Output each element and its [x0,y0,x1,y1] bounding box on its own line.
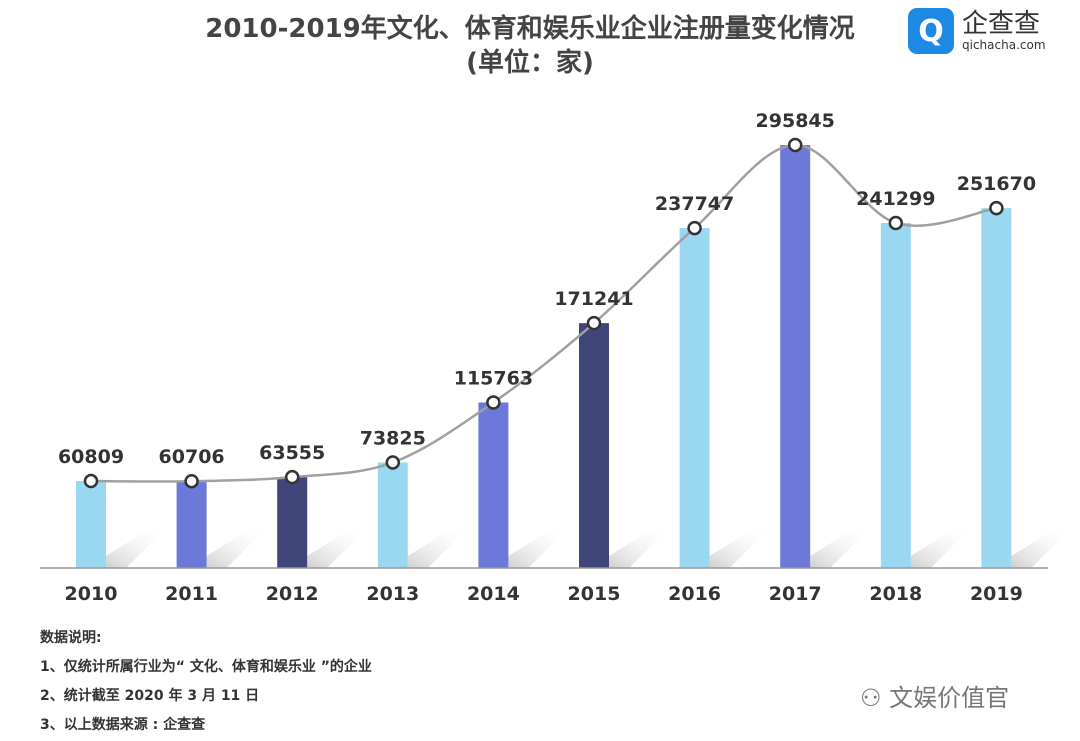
data-point-2019 [989,200,1004,216]
x-tick-label-2015: 2015 [568,583,621,605]
qichacha-logo: Q 企查查 qichacha.com [908,8,1046,54]
bar-shadow [810,528,871,568]
subtitle-text: (单位：家) [466,48,594,78]
data-point-2014 [486,395,501,410]
bar-shadow [709,528,770,568]
note-heading: 数据说明: [40,630,102,646]
chart-title: 2010-2019年文化、体育和娱乐业企业注册量变化情况 (单位：家) [140,12,920,80]
x-tick-label-2018: 2018 [869,583,922,605]
bar-shadow [206,528,267,568]
watermark-text: 文娱价值官 [889,684,1010,712]
bar-2013 [377,462,408,568]
bar-2011 [176,481,207,568]
note-1: 1、仅统计所属行业为“ 文化、体育和娱乐业 ”的企业 [40,659,372,675]
x-tick-label-2016: 2016 [668,583,721,605]
data-label-2017: 295845 [756,110,835,132]
bar-line-chart: 60809 2010 60706 2011 63555 2012 73825 2013 1157… [40,110,1072,605]
data-point-2018 [888,215,904,231]
data-label-2015: 171241 [554,288,633,310]
x-tick-label-2019: 2019 [970,583,1023,605]
bar-2017 [780,145,811,568]
bar-2018 [880,222,911,568]
bar-shadow [508,528,569,568]
logo-name: 企查查 [962,9,1041,39]
data-point-2015 [586,315,602,331]
x-tick-label-2013: 2013 [366,583,419,605]
bar-shadow [910,528,971,568]
note-3: 3、以上数据来源 : 企查查 [40,717,206,733]
data-point-2011 [184,473,199,489]
data-label-2019: 251670 [957,173,1036,195]
watermark: ⚇ 文娱价值官 [860,684,1010,712]
bar-2010 [76,481,106,568]
data-label-2014: 115763 [454,367,533,389]
x-tick-label-2011: 2011 [165,583,218,605]
data-point-2016 [687,220,702,236]
qichacha-logo-icon: Q [908,8,954,54]
title-text: 2010-2019年文化、体育和娱乐业企业注册量变化情况 [205,14,855,44]
note-2: 2、统计截至 2020 年 3 月 11 日 [40,688,260,704]
data-label-2010: 60809 [58,446,124,468]
data-label-2016: 237747 [655,193,734,215]
data-point-2013 [385,455,401,470]
x-tick-label-2017: 2017 [769,583,822,605]
bar-shadow [1011,528,1072,568]
bar-2015 [579,323,609,568]
data-point-2012 [284,469,300,485]
data-notes: 数据说明: 1、仅统计所属行业为“ 文化、体育和娱乐业 ”的企业 2、统计截至 … [40,624,372,740]
bar-shadow [307,528,368,568]
trend-line [90,143,997,483]
bar-2016 [679,228,710,569]
bar-2019 [981,208,1012,568]
bar-shadow [106,528,166,568]
data-label-2012: 63555 [259,442,325,464]
bar-shadow [609,528,669,568]
data-label-2013: 73825 [360,427,426,449]
data-label-2018: 241299 [856,188,935,210]
data-point-2017 [787,137,803,153]
data-point-2010 [83,473,99,489]
x-tick-label-2010: 2010 [65,583,118,605]
bar-2012 [277,477,308,568]
bar-2014 [478,402,509,568]
data-label-2011: 60706 [159,446,225,468]
logo-url: qichacha.com [962,38,1046,52]
bar-shadow [407,528,468,568]
x-tick-label-2012: 2012 [266,583,319,605]
x-tick-label-2014: 2014 [467,583,520,605]
